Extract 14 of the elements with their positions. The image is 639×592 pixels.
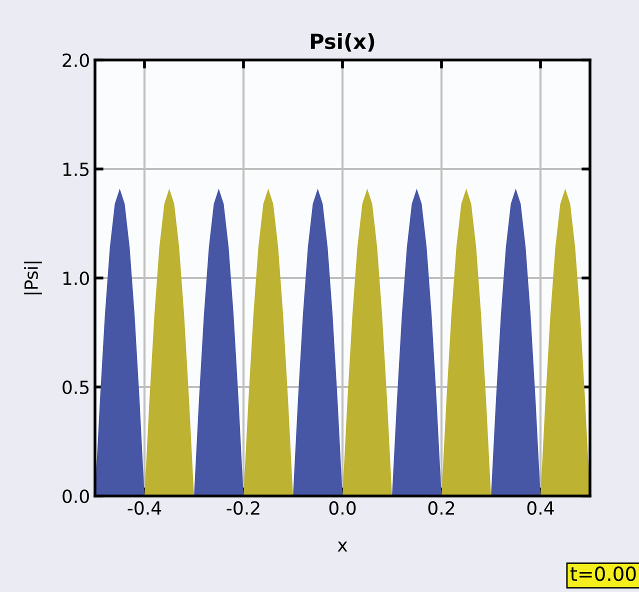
x-tick-label: 0.2 (428, 501, 454, 515)
x-tick-label: -0.2 (226, 501, 260, 515)
y-tick-label: 0.0 (62, 489, 89, 504)
y-tick-label: 0.5 (62, 380, 89, 394)
x-tick-label: -0.4 (128, 501, 162, 515)
y-axis-title: |Psi| (24, 262, 42, 294)
x-tick-label: 0.4 (527, 501, 554, 515)
x-tick-label: 0.0 (329, 501, 356, 515)
chart-title: Psi(x) (310, 33, 374, 52)
y-tick-label: 1.0 (63, 271, 89, 286)
y-tick-label: 2.0 (62, 53, 89, 68)
text: t=0.00 (570, 566, 636, 582)
y-tick-label: 1.5 (63, 162, 89, 176)
x-axis-title: x (338, 542, 348, 552)
